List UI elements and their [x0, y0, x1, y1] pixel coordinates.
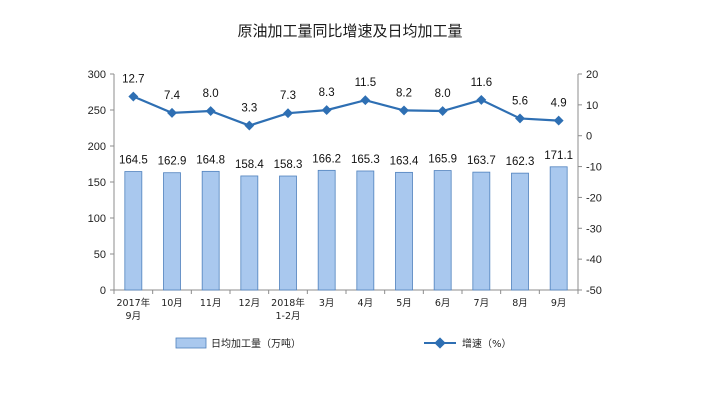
growth-value-label: 11.5 — [355, 77, 377, 89]
left-tick-label: 200 — [88, 141, 106, 153]
growth-point — [515, 113, 525, 124]
x-category-label: 5月 — [396, 298, 412, 309]
bar-value-label: 163.4 — [390, 155, 419, 167]
right-tick-label: -20 — [586, 192, 602, 204]
bar-value-label: 171.1 — [544, 150, 573, 162]
growth-value-label: 8.0 — [203, 88, 219, 100]
bar-value-label: 163.7 — [467, 155, 496, 167]
x-category-label: 3月 — [319, 298, 335, 309]
plot-area: 0 50 100 150 200 250 300 -50 -40 -30 -20 -10 0 10 20 20… — [88, 69, 602, 322]
bar-value-label: 164.8 — [196, 154, 225, 166]
legend-bar-swatch — [175, 337, 207, 349]
bar-value-label: 166.2 — [312, 153, 341, 165]
left-tick-label: 50 — [94, 249, 106, 261]
chart-title: 原油加工量同比增速及日均加工量 — [237, 22, 462, 40]
bar — [395, 171, 413, 291]
growth-point — [360, 95, 371, 106]
bar — [317, 169, 336, 291]
bar — [240, 175, 259, 291]
left-tick-label: 300 — [88, 69, 106, 81]
x-category-label: 11月 — [200, 298, 222, 309]
bar — [163, 172, 181, 291]
growth-point — [167, 107, 177, 118]
growth-value-label: 8.3 — [319, 87, 335, 99]
x-category-label: 1-2月 — [275, 311, 300, 322]
x-category-label: 2017年 — [116, 297, 150, 309]
right-tick-label: 10 — [586, 100, 598, 112]
bar — [201, 170, 220, 291]
right-tick-label: -50 — [586, 285, 602, 297]
legend-line-marker — [434, 337, 446, 349]
x-category-label: 8月 — [512, 298, 528, 309]
x-category-label: 9月 — [126, 311, 142, 322]
bar — [549, 166, 568, 291]
left-tick-label: 250 — [88, 105, 106, 117]
right-tick-label: -40 — [586, 254, 602, 266]
growth-point — [205, 106, 216, 116]
left-tick-label: 150 — [88, 177, 106, 189]
x-category-label: 2018年 — [271, 297, 305, 309]
growth-value-label: 8.0 — [435, 88, 451, 100]
growth-value-label: 12.7 — [122, 74, 144, 86]
growth-point — [128, 91, 139, 102]
growth-value-label: 5.6 — [512, 95, 528, 107]
bar-value-label: 165.9 — [428, 154, 457, 166]
bar — [433, 170, 452, 291]
growth-value-label: 7.4 — [164, 90, 181, 102]
growth-point — [321, 105, 332, 116]
bar-value-label: 162.3 — [506, 156, 535, 168]
growth-value-label: 7.3 — [280, 90, 296, 102]
bar — [356, 170, 375, 291]
bar — [472, 171, 491, 291]
legend-line-label: 增速（%） — [462, 337, 512, 350]
left-tick-label: 0 — [100, 285, 106, 297]
x-category-label: 4月 — [358, 298, 374, 309]
bar — [511, 172, 529, 291]
right-tick-label: -10 — [586, 162, 602, 174]
x-category-label: 6月 — [435, 298, 451, 309]
bar — [279, 175, 297, 291]
x-category-label: 7月 — [474, 298, 490, 309]
bar-value-label: 164.5 — [119, 155, 148, 167]
legend-bar-label: 日均加工量（万吨） — [211, 337, 301, 350]
growth-point — [476, 94, 487, 105]
growth-point — [283, 108, 293, 119]
x-category-label: 12月 — [239, 298, 261, 309]
growth-value-label: 8.2 — [396, 87, 412, 99]
x-category-label: 10月 — [161, 298, 183, 309]
right-tick-label: 20 — [586, 69, 598, 81]
growth-point — [437, 106, 448, 116]
bar-value-label: 165.3 — [351, 154, 380, 166]
x-category-label: 9月 — [551, 298, 567, 309]
bar-value-label: 162.9 — [158, 156, 187, 168]
growth-value-label: 3.3 — [241, 103, 257, 115]
growth-value-label: 11.6 — [471, 77, 493, 89]
growth-value-label: 4.9 — [551, 98, 567, 110]
legend: 日均加工量（万吨） 增速（%） — [175, 337, 512, 350]
bar-value-label: 158.3 — [274, 159, 303, 171]
growth-point — [553, 115, 564, 126]
growth-point — [399, 105, 409, 116]
right-tick-label: 0 — [586, 131, 592, 143]
growth-line — [132, 95, 559, 127]
growth-point — [244, 120, 255, 131]
bar — [124, 171, 143, 291]
right-tick-label: -30 — [586, 223, 602, 235]
bar-value-label: 158.4 — [235, 159, 264, 171]
left-tick-label: 100 — [88, 213, 106, 225]
